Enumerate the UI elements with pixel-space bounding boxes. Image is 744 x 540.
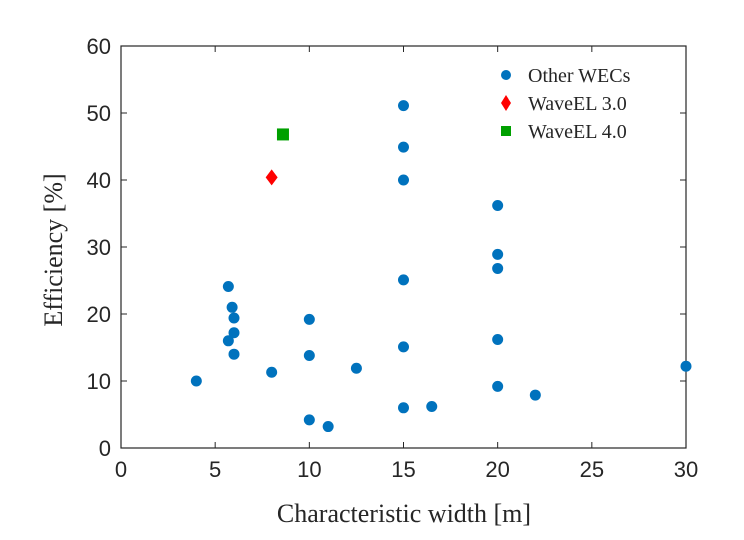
y-tick-label: 10: [87, 369, 111, 394]
point-other-wecs: [492, 380, 504, 392]
point-other-wecs: [303, 350, 315, 362]
point-other-wecs: [228, 327, 240, 339]
y-tick-label: 0: [99, 436, 111, 461]
point-other-wecs: [680, 360, 692, 372]
legend-label-other-wecs: Other WECs: [528, 65, 631, 87]
point-other-wecs: [492, 199, 504, 211]
legend-marker-wavel-3: [501, 95, 511, 111]
point-other-wecs: [398, 141, 409, 153]
x-axis: 0 5 10 15 20 25 30: [115, 46, 698, 482]
x-tick-label: 5: [209, 457, 221, 482]
point-other-wecs: [190, 375, 202, 387]
y-tick-label: 20: [87, 302, 111, 327]
point-other-wecs: [303, 313, 315, 325]
point-other-wecs: [222, 281, 234, 293]
point-other-wecs: [398, 100, 409, 112]
point-other-wecs: [398, 174, 409, 186]
y-tick-label: 30: [87, 235, 111, 260]
legend-label-wavel-4: WaveEL 4.0: [528, 121, 627, 143]
y-axis: 0 10 20 30 40 50 60: [87, 34, 686, 461]
point-other-wecs: [492, 262, 504, 274]
point-waveel-4-0: [276, 128, 289, 141]
point-other-wecs: [228, 348, 240, 360]
y-tick-label: 40: [87, 168, 111, 193]
point-other-wecs: [529, 389, 541, 401]
point-other-wecs: [398, 274, 409, 286]
legend-marker-wavel-4: [501, 126, 511, 136]
point-other-wecs: [426, 400, 438, 412]
point-other-wecs: [222, 335, 234, 347]
x-tick-label: 15: [391, 457, 415, 482]
legend: Other WECs WaveEL 3.0 WaveEL 4.0: [486, 56, 680, 154]
y-tick-label: 50: [87, 101, 111, 126]
legend-marker-other-wecs: [501, 70, 511, 80]
x-tick-label: 30: [674, 457, 698, 482]
x-tick-label: 25: [580, 457, 604, 482]
point-other-wecs: [266, 366, 278, 378]
point-other-wecs: [322, 421, 334, 433]
point-other-wecs: [226, 301, 238, 313]
legend-label-wavel-3: WaveEL 3.0: [528, 93, 627, 115]
point-other-wecs: [398, 341, 409, 353]
x-axis-label: Characteristic width [m]: [277, 499, 531, 528]
data-points: [190, 100, 692, 433]
point-other-wecs: [492, 333, 504, 345]
point-waveel-3-0: [265, 169, 278, 186]
x-tick-label: 20: [485, 457, 509, 482]
y-tick-label: 60: [87, 34, 111, 59]
legend-box: [486, 56, 680, 154]
point-other-wecs: [398, 402, 409, 414]
point-other-wecs: [228, 312, 240, 324]
point-other-wecs: [350, 362, 362, 374]
point-other-wecs: [492, 248, 504, 260]
y-axis-label: Efficiency [%]: [39, 173, 68, 326]
x-tick-label: 10: [297, 457, 321, 482]
point-other-wecs: [303, 414, 315, 426]
x-tick-label: 0: [115, 457, 127, 482]
